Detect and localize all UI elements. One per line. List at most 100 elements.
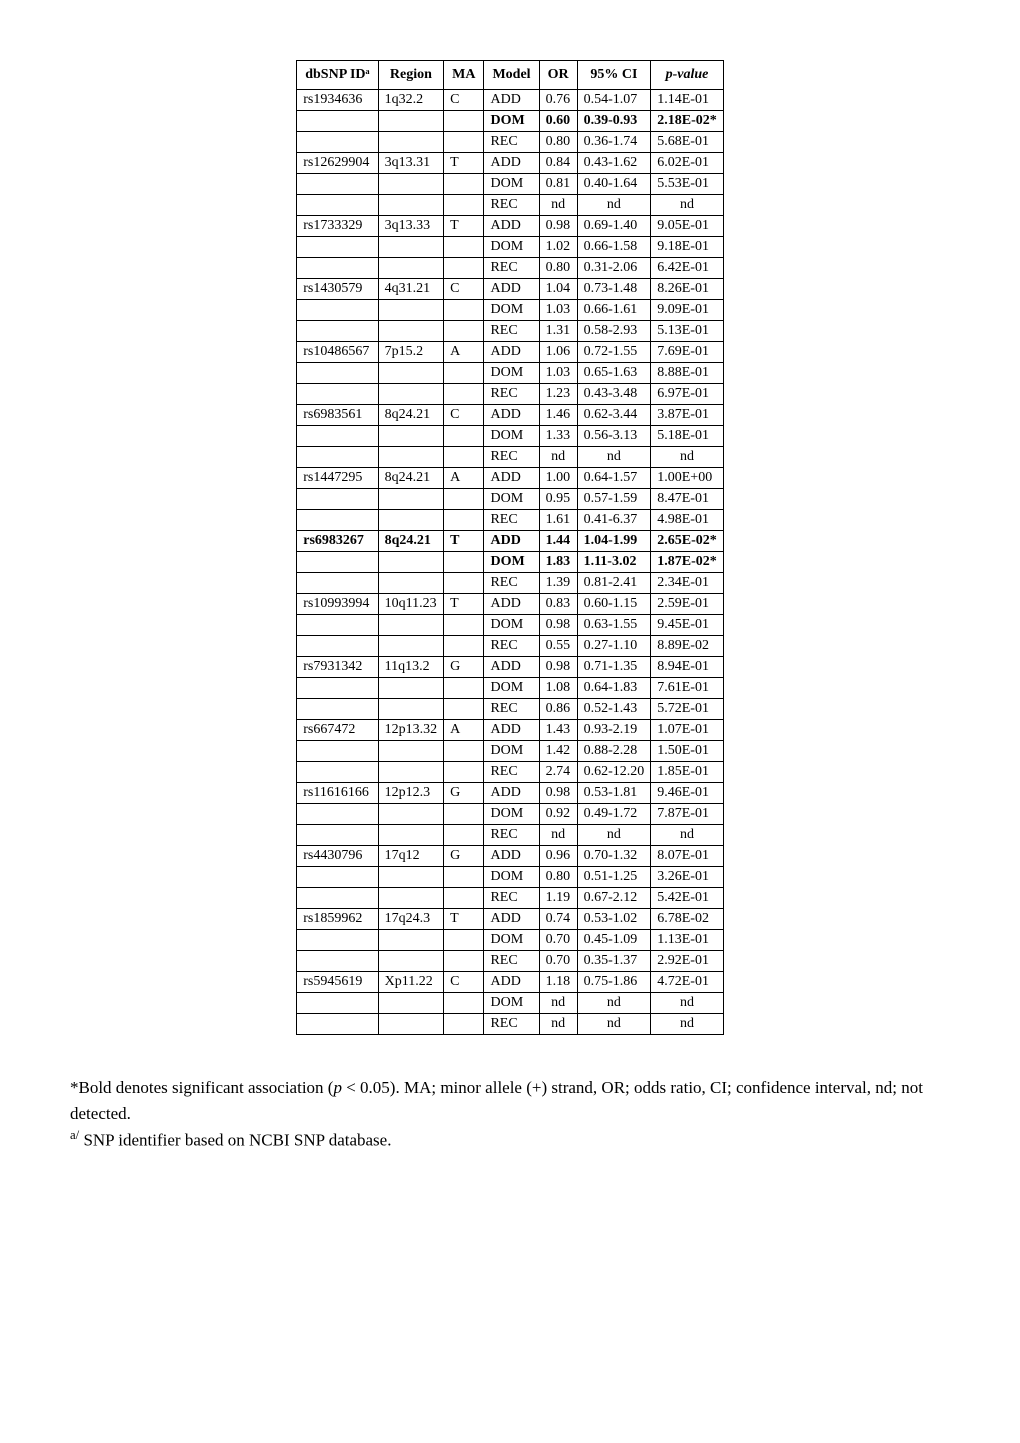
table-row: DOM1.420.88-2.281.50E-01 bbox=[297, 741, 724, 762]
table-cell: 2.74 bbox=[539, 762, 577, 783]
table-cell bbox=[378, 111, 444, 132]
table-cell: 1.83 bbox=[539, 552, 577, 573]
table-row: REC0.800.31-2.066.42E-01 bbox=[297, 258, 724, 279]
table-cell: 0.70 bbox=[539, 951, 577, 972]
table-cell bbox=[444, 447, 484, 468]
table-cell: nd bbox=[577, 447, 651, 468]
table-cell bbox=[444, 363, 484, 384]
table-cell: G bbox=[444, 846, 484, 867]
table-cell bbox=[297, 489, 378, 510]
table-cell: nd bbox=[577, 825, 651, 846]
table-cell bbox=[297, 804, 378, 825]
table-row: rs14472958q24.21AADD1.000.64-1.571.00E+0… bbox=[297, 468, 724, 489]
table-cell: DOM bbox=[484, 426, 539, 447]
table-cell: 8.88E-01 bbox=[651, 363, 724, 384]
column-header: 95% CI bbox=[577, 61, 651, 90]
table-body: rs19346361q32.2CADD0.760.54-1.071.14E-01… bbox=[297, 90, 724, 1035]
table-row: rs104865677p15.2AADD1.060.72-1.557.69E-0… bbox=[297, 342, 724, 363]
table-row: rs793134211q13.2GADD0.980.71-1.358.94E-0… bbox=[297, 657, 724, 678]
table-cell: REC bbox=[484, 951, 539, 972]
table-cell: 8q24.21 bbox=[378, 405, 444, 426]
table-cell: 8q24.21 bbox=[378, 531, 444, 552]
table-cell: C bbox=[444, 972, 484, 993]
table-cell bbox=[378, 384, 444, 405]
table-cell: 1.87E-02* bbox=[651, 552, 724, 573]
table-cell: rs6983561 bbox=[297, 405, 378, 426]
table-cell: rs5945619 bbox=[297, 972, 378, 993]
table-cell: 1.19 bbox=[539, 888, 577, 909]
table-cell: 0.72-1.55 bbox=[577, 342, 651, 363]
table-row: rs126299043q13.31TADD0.840.43-1.626.02E-… bbox=[297, 153, 724, 174]
table-cell bbox=[297, 573, 378, 594]
table-cell: 0.54-1.07 bbox=[577, 90, 651, 111]
table-row: rs17333293q13.33TADD0.980.69-1.409.05E-0… bbox=[297, 216, 724, 237]
table-cell: 8.07E-01 bbox=[651, 846, 724, 867]
table-cell bbox=[378, 489, 444, 510]
table-cell: DOM bbox=[484, 111, 539, 132]
table-cell: 0.51-1.25 bbox=[577, 867, 651, 888]
table-cell: 5.13E-01 bbox=[651, 321, 724, 342]
table-cell bbox=[444, 321, 484, 342]
data-table: dbSNP IDᵃRegionMAModelOR95% CIp-value rs… bbox=[296, 60, 724, 1035]
table-cell bbox=[297, 951, 378, 972]
table-wrapper: dbSNP IDᵃRegionMAModelOR95% CIp-value rs… bbox=[40, 60, 980, 1035]
table-cell: rs6983267 bbox=[297, 531, 378, 552]
table-row: REC0.800.36-1.745.68E-01 bbox=[297, 132, 724, 153]
table-cell bbox=[297, 447, 378, 468]
table-cell bbox=[444, 384, 484, 405]
table-cell: 0.43-1.62 bbox=[577, 153, 651, 174]
table-cell bbox=[444, 258, 484, 279]
table-cell: 1.08 bbox=[539, 678, 577, 699]
table-cell bbox=[297, 615, 378, 636]
table-cell: 4q31.21 bbox=[378, 279, 444, 300]
table-cell: 1.42 bbox=[539, 741, 577, 762]
table-cell: 5.53E-01 bbox=[651, 174, 724, 195]
table-cell: 1.46 bbox=[539, 405, 577, 426]
table-cell bbox=[297, 195, 378, 216]
table-cell: T bbox=[444, 216, 484, 237]
footnote: *Bold denotes significant association (p… bbox=[70, 1075, 950, 1153]
table-cell: ADD bbox=[484, 972, 539, 993]
table-cell bbox=[297, 930, 378, 951]
table-cell bbox=[378, 615, 444, 636]
table-cell bbox=[297, 237, 378, 258]
table-row: rs1161616612p12.3GADD0.980.53-1.819.46E-… bbox=[297, 783, 724, 804]
table-cell: T bbox=[444, 594, 484, 615]
table-cell: T bbox=[444, 531, 484, 552]
table-cell bbox=[378, 993, 444, 1014]
table-cell: 0.81-2.41 bbox=[577, 573, 651, 594]
table-cell: 3.87E-01 bbox=[651, 405, 724, 426]
table-cell: 8.26E-01 bbox=[651, 279, 724, 300]
table-cell bbox=[378, 678, 444, 699]
table-cell bbox=[444, 426, 484, 447]
table-cell bbox=[444, 132, 484, 153]
table-cell bbox=[378, 825, 444, 846]
table-cell: rs10486567 bbox=[297, 342, 378, 363]
table-cell: nd bbox=[577, 993, 651, 1014]
table-cell: ADD bbox=[484, 846, 539, 867]
table-cell bbox=[297, 300, 378, 321]
table-cell: 0.98 bbox=[539, 783, 577, 804]
table-cell: 2.34E-01 bbox=[651, 573, 724, 594]
table-cell: 9.45E-01 bbox=[651, 615, 724, 636]
table-cell bbox=[297, 174, 378, 195]
table-cell: 0.74 bbox=[539, 909, 577, 930]
table-cell: rs1934636 bbox=[297, 90, 378, 111]
table-cell bbox=[297, 258, 378, 279]
table-cell bbox=[378, 573, 444, 594]
table-cell: 4.72E-01 bbox=[651, 972, 724, 993]
table-row: REC0.860.52-1.435.72E-01 bbox=[297, 699, 724, 720]
table-cell: C bbox=[444, 279, 484, 300]
column-header: OR bbox=[539, 61, 577, 90]
table-cell: 6.02E-01 bbox=[651, 153, 724, 174]
table-row: RECndndnd bbox=[297, 825, 724, 846]
table-cell: nd bbox=[539, 1014, 577, 1035]
table-cell: 0.84 bbox=[539, 153, 577, 174]
table-cell: rs1430579 bbox=[297, 279, 378, 300]
table-cell: 12p12.3 bbox=[378, 783, 444, 804]
table-row: REC0.550.27-1.108.89E-02 bbox=[297, 636, 724, 657]
table-cell: 0.98 bbox=[539, 615, 577, 636]
table-cell bbox=[297, 825, 378, 846]
table-cell: G bbox=[444, 657, 484, 678]
table-cell bbox=[444, 489, 484, 510]
